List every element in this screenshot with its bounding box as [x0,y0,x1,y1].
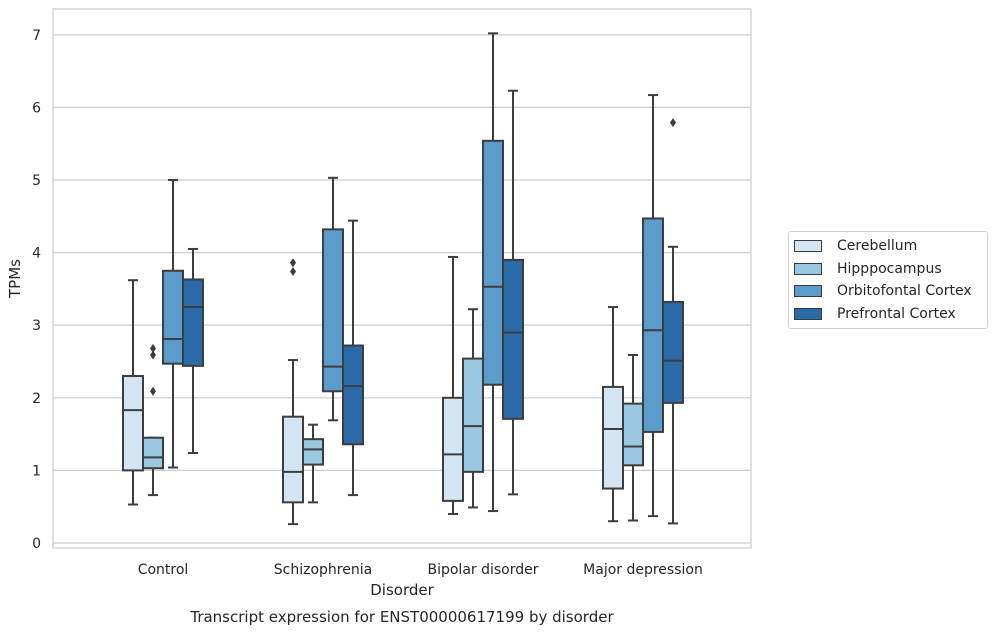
box [142,343,164,497]
box [282,258,304,526]
y-tick-label: 0 [32,536,41,552]
legend-swatch [794,307,822,320]
legend-item: Orbitofontal Cortex [789,280,987,303]
box [322,176,344,422]
x-category-label: Control [138,562,189,578]
box-body [602,385,624,490]
x-category-label: Bipolar disorder [427,562,538,578]
box-body [162,269,184,365]
legend-label: Orbitofontal Cortex [837,283,972,300]
y-tick-label: 7 [32,28,41,44]
box-body [322,228,344,393]
x-category-label: Schizophrenia [274,562,372,578]
y-tick-label: 2 [32,391,41,407]
series-cerebellum [122,255,624,526]
box-body [462,357,484,473]
box [302,423,324,504]
box-body [502,258,524,420]
box-body [342,344,364,446]
box-body [642,217,664,433]
box-series [122,32,684,526]
legend-item: Prefrontal Cortex [789,303,987,326]
box [622,353,644,522]
series-orbitofontal-cortex [162,32,664,518]
y-tick-label: 4 [32,246,41,262]
legend: Cerebellum Hipppocampus Orbitofontal Corte… [788,231,988,329]
box [182,247,204,454]
box-body [182,278,204,367]
box-body [282,415,304,504]
chart-caption: Transcript expression for ENST0000061719… [189,608,614,626]
box-body [442,396,464,502]
legend-swatch [794,285,822,298]
box [482,32,504,513]
series-prefrontal-cortex [182,89,684,525]
outlier-point [150,386,156,396]
legend-label: Prefrontal Cortex [837,305,956,322]
legend-label: Cerebellum [837,238,918,255]
box [462,308,484,509]
series-hipppocampus [142,308,644,522]
box [502,89,524,496]
box [162,179,184,469]
y-tick-label: 1 [32,463,41,479]
x-axis-label: Disorder [370,581,434,599]
legend-item: Cerebellum [789,235,987,258]
legend-swatch [794,262,822,275]
box [662,118,684,525]
box-body [482,139,504,386]
box [642,94,664,518]
box-body [622,402,644,467]
legend-swatch [794,240,822,253]
x-category-labels: Control Schizophrenia Bipolar disorder Majo… [138,562,703,578]
legend-label: Hipppocampus [837,260,942,277]
legend-item: Hipppocampus [789,258,987,281]
plot-frame [52,8,752,549]
y-tick-labels: 0 1 2 3 4 5 6 7 [32,28,41,552]
y-axis-label: TPMs [6,259,24,299]
y-tick-label: 5 [32,173,41,189]
box [602,306,624,523]
box [122,279,144,506]
box [342,219,364,497]
box-body [142,436,164,470]
x-category-label: Major depression [583,562,703,578]
box-body [122,375,144,472]
y-tick-label: 6 [32,100,41,116]
outlier-point [290,266,296,276]
box-body [662,300,684,404]
outlier-point [150,343,156,353]
box-body [302,438,324,466]
y-tick-label: 3 [32,318,41,334]
outlier-point [670,118,676,128]
box [442,255,464,515]
outlier-point [290,258,296,268]
outlier-point [150,350,156,360]
